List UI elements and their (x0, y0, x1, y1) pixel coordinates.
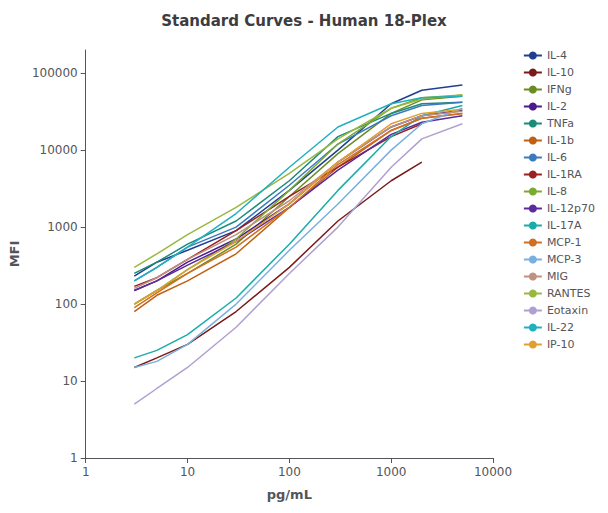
svg-text:MCP-1: MCP-1 (547, 236, 582, 249)
svg-text:pg/mL: pg/mL (267, 487, 312, 502)
svg-text:10000: 10000 (40, 143, 78, 157)
svg-text:IP-10: IP-10 (547, 338, 575, 351)
svg-text:IL-6: IL-6 (547, 151, 567, 164)
svg-text:MFI: MFI (7, 241, 22, 268)
svg-text:IL-17A: IL-17A (547, 219, 582, 232)
svg-text:IL-4: IL-4 (547, 49, 567, 62)
svg-text:MIG: MIG (547, 270, 568, 283)
svg-text:IL-12p70: IL-12p70 (547, 202, 595, 215)
svg-text:1000: 1000 (376, 465, 407, 479)
svg-text:TNFa: TNFa (546, 117, 574, 130)
svg-text:IL-1RA: IL-1RA (547, 168, 582, 181)
svg-text:IL-2: IL-2 (547, 100, 567, 113)
svg-text:Eotaxin: Eotaxin (547, 304, 588, 317)
svg-text:100: 100 (55, 297, 78, 311)
svg-text:MCP-3: MCP-3 (547, 253, 582, 266)
svg-text:10: 10 (62, 374, 77, 388)
svg-text:IFNg: IFNg (547, 83, 572, 96)
svg-text:100: 100 (278, 465, 301, 479)
svg-text:IL-1b: IL-1b (547, 134, 574, 147)
svg-text:IL-10: IL-10 (547, 66, 574, 79)
svg-text:100000: 100000 (32, 66, 78, 80)
svg-text:IL-22: IL-22 (547, 321, 574, 334)
svg-text:IL-8: IL-8 (547, 185, 567, 198)
svg-text:RANTES: RANTES (547, 287, 591, 300)
svg-text:1: 1 (82, 465, 90, 479)
svg-text:10: 10 (180, 465, 195, 479)
svg-text:Standard Curves - Human 18-Ple: Standard Curves - Human 18-Plex (161, 12, 447, 30)
svg-text:1000: 1000 (47, 220, 78, 234)
svg-text:1: 1 (70, 451, 78, 465)
svg-text:10000: 10000 (474, 465, 512, 479)
